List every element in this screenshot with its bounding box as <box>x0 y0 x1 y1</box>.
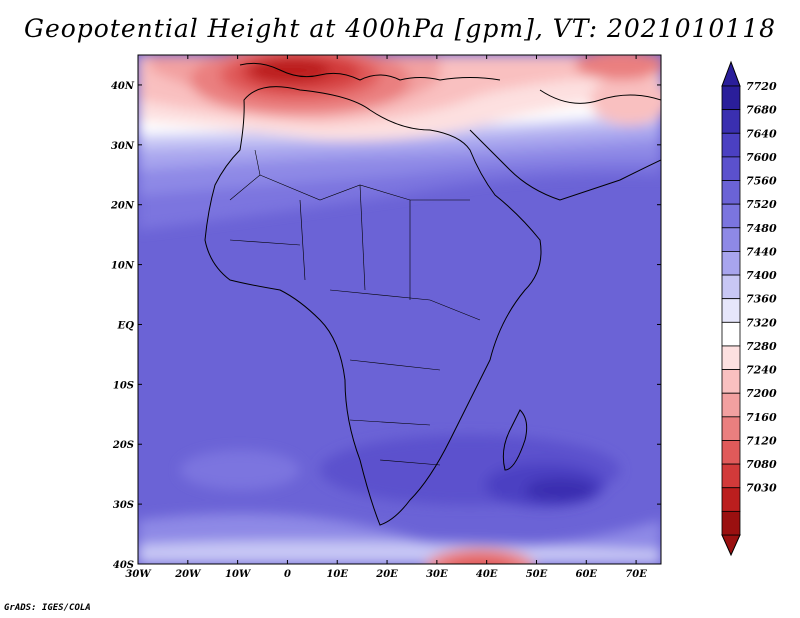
lon-label: 20E <box>375 569 398 580</box>
lon-label: 70E <box>625 569 647 580</box>
contour-low-south-inner <box>449 558 511 564</box>
asia-border <box>539 89 661 104</box>
colorbar-swatch <box>721 392 741 418</box>
colorbar-swatch <box>721 203 741 229</box>
colorbar-label: 7640 <box>746 127 777 140</box>
map-title: Geopotential Height at 400hPa [gpm], VT:… <box>23 14 777 43</box>
africa-coastline <box>204 86 542 526</box>
contour-band-southwest <box>180 450 300 490</box>
arabia-coastline <box>469 129 661 201</box>
colorbar-swatch <box>721 510 741 536</box>
colorbar-swatch <box>721 345 741 370</box>
colorbar-swatch <box>721 156 741 181</box>
colorbar-swatch <box>721 298 741 323</box>
colorbar-swatch <box>721 251 741 276</box>
map-frame <box>137 54 662 565</box>
colorbar-label: 7360 <box>746 293 777 306</box>
colorbar-swatch <box>721 274 741 300</box>
colorbar-label: 7600 <box>746 151 777 164</box>
colorbar-swatch <box>721 487 741 512</box>
colorbar-swatch <box>721 440 741 465</box>
lat-label: 30S <box>113 500 134 511</box>
lon-label: 10E <box>326 569 348 580</box>
lon-label: 60E <box>576 569 598 580</box>
colorbar-label: 7240 <box>746 364 777 377</box>
contour-low-south-outer <box>426 548 534 564</box>
credit-text: GrADS: IGES/COLA <box>4 603 91 613</box>
coastlines <box>204 62 661 526</box>
colorbar-bottom-arrow <box>721 534 741 557</box>
colorbar-label: 7280 <box>746 340 777 353</box>
colorbar-label: 7400 <box>746 269 777 282</box>
lat-label: 20N <box>110 201 135 212</box>
colorbar-swatch <box>721 132 741 158</box>
border-line <box>359 184 366 291</box>
colorbar-label: 7680 <box>746 104 777 117</box>
border-line <box>229 239 301 246</box>
colorbar-swatch <box>721 463 741 489</box>
lon-label: 10W <box>225 569 252 580</box>
lat-label: 10S <box>113 380 134 391</box>
lat-label: 40N <box>111 81 135 92</box>
lon-label: 0 <box>284 569 291 580</box>
map-ticks <box>137 55 661 565</box>
border-line <box>379 459 441 466</box>
border-line <box>229 149 261 201</box>
border-line <box>349 359 441 371</box>
lon-label: 50E <box>526 569 548 580</box>
map-plot-area <box>138 55 661 564</box>
border-line <box>329 289 481 321</box>
colorbar-label: 7440 <box>746 245 777 258</box>
border-line <box>299 199 306 281</box>
lon-labels: 30W 20W 10W 0 10E 20E 30E 40E 50E 60E 70E <box>125 569 647 580</box>
colorbar-label: 7480 <box>746 222 777 235</box>
colorbar-label: 7030 <box>746 482 777 495</box>
lat-label: 10N <box>111 261 135 272</box>
contour-low-northeast-2 <box>575 55 661 80</box>
colorbar-label: 7320 <box>746 316 777 329</box>
colorbar-swatch <box>721 180 741 205</box>
contour-low-north-4 <box>250 58 330 82</box>
colorbar-label: 7200 <box>746 387 777 400</box>
country-borders <box>229 149 481 466</box>
colorbar-swatch <box>721 109 741 134</box>
colorbar-label: 7520 <box>746 198 777 211</box>
lon-label: 20W <box>174 569 202 580</box>
lat-label: 30N <box>111 141 135 152</box>
colorbar-swatch <box>721 369 741 394</box>
colorbar-label: 7720 <box>746 80 777 93</box>
colorbar-swatch <box>721 416 741 441</box>
europe-coastline <box>239 62 501 81</box>
contour-band-south-pale <box>138 541 661 564</box>
contour-low-northeast <box>590 75 661 125</box>
colorbar-swatch <box>721 227 741 252</box>
colorbar-label: 7080 <box>746 458 777 471</box>
lon-label: 30E <box>426 569 448 580</box>
colorbar-label: 7120 <box>746 434 777 447</box>
lat-label: 40S <box>113 560 134 571</box>
lat-label: EQ <box>117 320 135 331</box>
lon-label: 40E <box>476 569 498 580</box>
colorbar: 7720 7680 7640 7600 7560 7520 7480 7440 7400 7360… <box>721 60 777 557</box>
border-line <box>349 419 431 426</box>
colorbar-swatch <box>721 321 741 347</box>
colorbar-top-arrow <box>721 60 741 87</box>
colorbar-label: 7560 <box>746 175 777 188</box>
colorbar-swatch <box>721 85 741 111</box>
lat-label: 20S <box>112 440 134 451</box>
lon-label: 30W <box>125 569 152 580</box>
lat-labels: 40N 30N 20N 10N EQ 10S 20S 30S 40S <box>110 81 135 571</box>
colorbar-label: 7160 <box>746 411 777 424</box>
contour-high-south-core <box>525 478 595 502</box>
madagascar-coastline <box>502 409 528 471</box>
